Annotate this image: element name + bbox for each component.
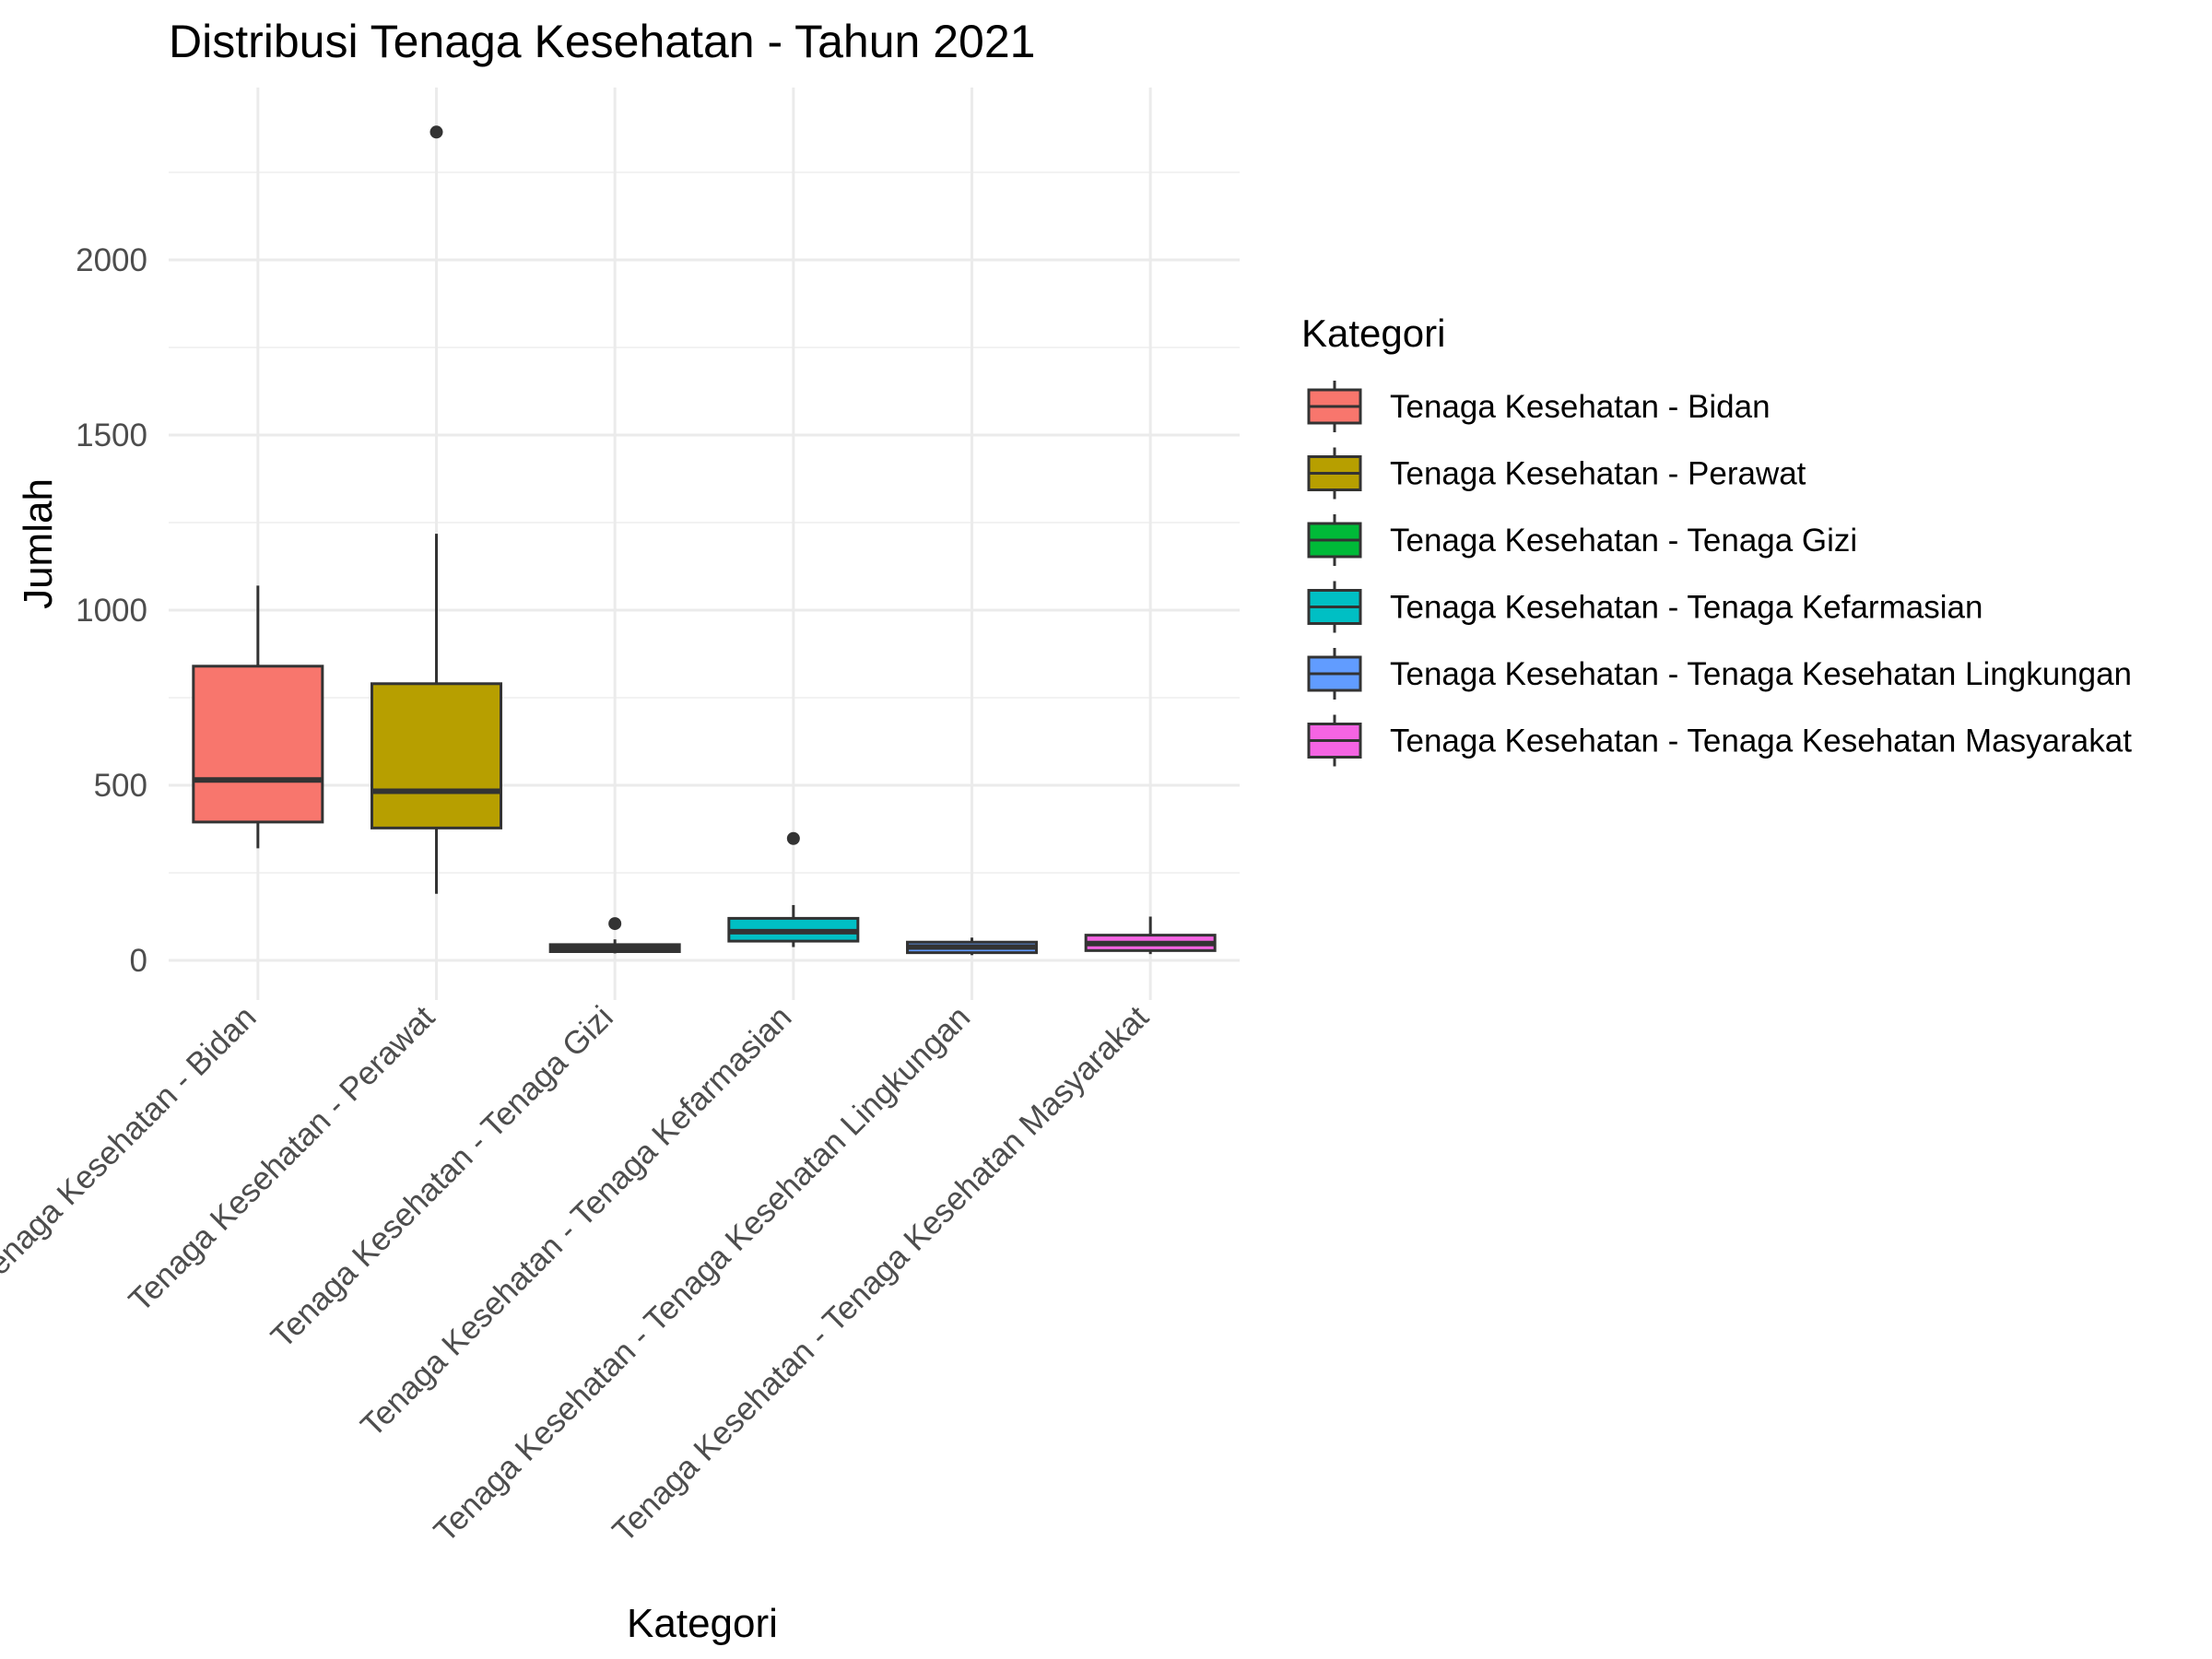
outlier-point bbox=[429, 125, 443, 139]
box-group bbox=[192, 585, 324, 849]
outlier-point bbox=[786, 831, 800, 845]
chart-title: Distribusi Tenaga Kesehatan - Tahun 2021 bbox=[169, 16, 1035, 67]
box-iqr bbox=[192, 665, 324, 824]
y-tick-label: 500 bbox=[94, 768, 147, 804]
x-tick-label: Tenaga Kesehatan - Perawat bbox=[122, 999, 441, 1319]
legend-label: Tenaga Kesehatan - Tenaga Gizi bbox=[1390, 523, 1857, 559]
legend-label: Tenaga Kesehatan - Tenaga Kesehatan Masy… bbox=[1390, 724, 2132, 759]
box-group bbox=[1084, 916, 1217, 955]
legend: Kategori Tenaga Kesehatan - Bidan Tenaga … bbox=[1301, 312, 2132, 767]
legend-item: Tenaga Kesehatan - Tenaga Gizi bbox=[1307, 514, 1857, 566]
x-tick-label: Tenaga Kesehatan - Tenaga Gizi bbox=[265, 999, 620, 1355]
y-axis-tick-labels: 0 500 1000 1500 2000 bbox=[76, 242, 147, 979]
legend-item: Tenaga Kesehatan - Tenaga Kesehatan Masy… bbox=[1307, 714, 2132, 767]
x-axis-title: Kategori bbox=[627, 1601, 778, 1646]
y-tick-label: 2000 bbox=[76, 242, 147, 278]
legend-item: Tenaga Kesehatan - Tenaga Kefarmasian bbox=[1307, 581, 1983, 633]
box-group bbox=[371, 125, 502, 894]
legend-label: Tenaga Kesehatan - Bidan bbox=[1390, 389, 1771, 425]
outlier-point bbox=[608, 917, 622, 931]
x-tick-label: Tenaga Kesehatan - Bidan bbox=[0, 999, 263, 1293]
legend-title: Kategori bbox=[1301, 312, 1445, 355]
box-iqr bbox=[371, 682, 502, 830]
y-tick-label: 1000 bbox=[76, 593, 147, 629]
box-group bbox=[548, 917, 681, 954]
legend-item: Tenaga Kesehatan - Bidan bbox=[1307, 381, 1771, 432]
y-tick-label: 0 bbox=[130, 943, 147, 979]
legend-label: Tenaga Kesehatan - Perawat bbox=[1390, 456, 1806, 492]
box-series bbox=[192, 125, 1217, 956]
box-group bbox=[906, 937, 1038, 956]
legend-item: Tenaga Kesehatan - Perawat bbox=[1307, 447, 1806, 500]
y-axis-title: Jumlah bbox=[16, 478, 61, 609]
box-group bbox=[727, 831, 860, 947]
legend-label: Tenaga Kesehatan - Tenaga Kesehatan Ling… bbox=[1390, 656, 2132, 692]
y-tick-label: 1500 bbox=[76, 418, 147, 453]
grid-lines bbox=[169, 88, 1240, 1000]
legend-label: Tenaga Kesehatan - Tenaga Kefarmasian bbox=[1390, 590, 1983, 626]
legend-item: Tenaga Kesehatan - Tenaga Kesehatan Ling… bbox=[1307, 648, 2132, 700]
